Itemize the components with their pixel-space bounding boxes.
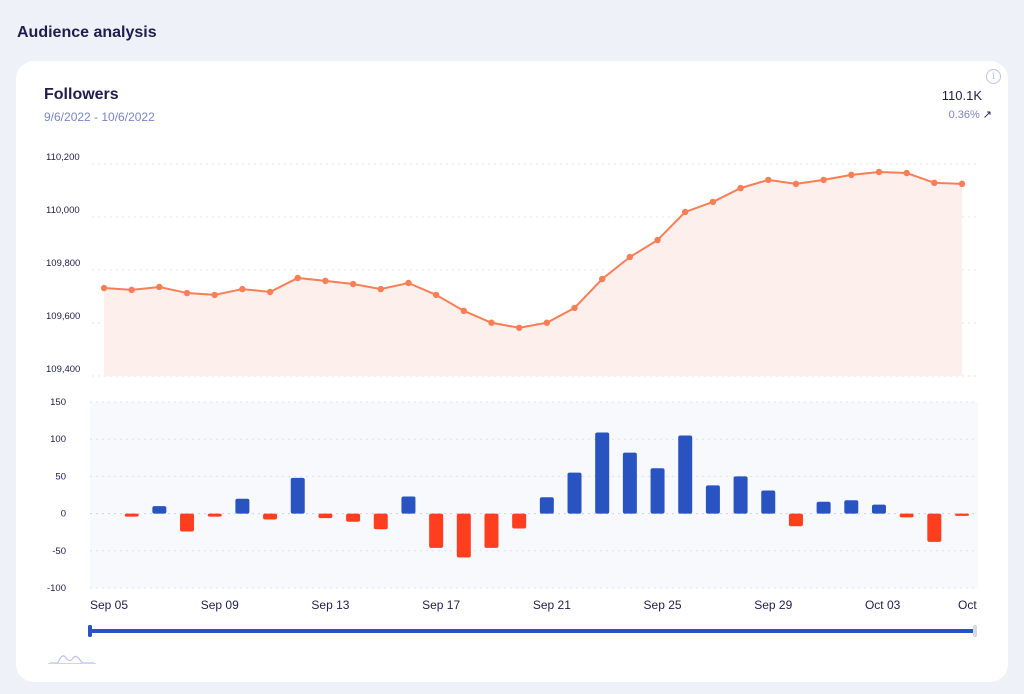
x-tick-label: Sep 09	[201, 598, 239, 612]
bar-positive[interactable]	[567, 472, 582, 514]
change-percent: 0.36%	[948, 109, 980, 121]
range-slider-left-handle[interactable]	[88, 625, 92, 637]
data-point[interactable]	[266, 288, 274, 296]
data-point[interactable]	[405, 279, 412, 287]
y-tick-label: 0	[61, 509, 66, 520]
bar-positive[interactable]	[235, 498, 250, 514]
data-point[interactable]	[488, 319, 495, 326]
bar-negative[interactable]	[124, 513, 139, 517]
data-point[interactable]	[460, 307, 468, 315]
bar-positive[interactable]	[678, 435, 693, 514]
bar-negative[interactable]	[373, 513, 388, 530]
bar-positive[interactable]	[871, 504, 886, 514]
x-tick-label: Sep 21	[533, 598, 571, 612]
data-point[interactable]	[598, 275, 606, 283]
info-icon[interactable]: i	[986, 69, 1001, 84]
data-point[interactable]	[848, 171, 855, 179]
x-tick-label: Sep 29	[754, 598, 792, 612]
data-point[interactable]	[294, 274, 301, 282]
bar-negative[interactable]	[456, 513, 471, 558]
data-point[interactable]	[737, 184, 744, 192]
section-title: Audience analysis	[17, 24, 157, 41]
bar-positive[interactable]	[622, 452, 637, 514]
data-point[interactable]	[183, 289, 191, 297]
data-point[interactable]	[958, 180, 966, 188]
range-slider-right-handle[interactable]	[973, 625, 977, 637]
data-point[interactable]	[239, 285, 246, 293]
y-tick-label: 150	[50, 397, 66, 408]
card-title: Followers	[44, 86, 119, 103]
bar-positive[interactable]	[816, 501, 831, 514]
x-tick-label: Sep 13	[311, 598, 349, 612]
bar-chart-background	[90, 402, 978, 588]
data-point[interactable]	[682, 208, 689, 216]
y-tick-label: 100	[50, 434, 66, 445]
y-tick-label: 109,400	[46, 364, 80, 375]
bar-positive[interactable]	[539, 497, 554, 514]
data-point[interactable]	[322, 277, 329, 285]
bar-negative[interactable]	[318, 513, 333, 519]
range-slider-track[interactable]	[90, 629, 976, 633]
bar-negative[interactable]	[180, 513, 195, 532]
y-tick-label: 109,800	[46, 258, 80, 269]
bar-positive[interactable]	[152, 506, 167, 514]
data-point[interactable]	[100, 284, 108, 292]
data-point[interactable]	[377, 285, 384, 293]
data-point[interactable]	[820, 176, 827, 184]
trend-up-icon: ↗	[982, 109, 992, 121]
bar-positive[interactable]	[761, 490, 776, 514]
bar-negative[interactable]	[512, 513, 527, 529]
bar-negative[interactable]	[955, 513, 969, 516]
data-point[interactable]	[709, 198, 717, 206]
y-tick-label: -100	[47, 583, 66, 594]
bar-negative[interactable]	[346, 513, 361, 522]
data-point[interactable]	[792, 180, 800, 188]
bar-negative[interactable]	[429, 513, 444, 548]
bar-negative[interactable]	[899, 513, 914, 518]
followers-line	[103, 170, 963, 329]
bar-negative[interactable]	[927, 513, 942, 542]
data-point[interactable]	[128, 286, 135, 294]
followers-area	[104, 171, 962, 376]
y-tick-label: 50	[55, 471, 66, 482]
data-point[interactable]	[211, 291, 218, 299]
data-point[interactable]	[903, 169, 910, 177]
bar-positive[interactable]	[733, 476, 748, 514]
bar-positive[interactable]	[705, 485, 720, 514]
data-point[interactable]	[349, 280, 357, 288]
date-range: 9/6/2022 - 10/6/2022	[44, 110, 155, 124]
data-point[interactable]	[626, 253, 634, 261]
x-tick-label: Oct 03	[865, 598, 901, 612]
data-point[interactable]	[931, 179, 938, 187]
data-point[interactable]	[543, 319, 551, 326]
y-tick-label: 109,600	[46, 311, 80, 322]
data-point[interactable]	[156, 283, 163, 291]
bar-negative[interactable]	[207, 513, 222, 517]
y-tick-label: 110,000	[46, 205, 80, 216]
bar-positive[interactable]	[401, 496, 416, 514]
bar-positive[interactable]	[290, 477, 305, 514]
data-point[interactable]	[432, 291, 440, 299]
bar-negative[interactable]	[788, 513, 803, 527]
bar-positive[interactable]	[595, 432, 610, 514]
data-point[interactable]	[515, 324, 523, 331]
x-tick-label: Oct	[958, 598, 977, 612]
mini-chart-icon	[50, 655, 94, 664]
bar-positive[interactable]	[650, 468, 665, 514]
data-point[interactable]	[571, 304, 578, 312]
y-tick-label: -50	[52, 546, 66, 557]
data-point[interactable]	[654, 236, 661, 244]
follower-total: 110.1K	[941, 88, 982, 103]
bar-positive[interactable]	[844, 500, 859, 514]
data-point[interactable]	[765, 176, 772, 184]
bar-negative[interactable]	[263, 513, 278, 520]
follower-change: 0.36% ↗	[949, 108, 992, 121]
x-tick-label: Sep 25	[644, 598, 682, 612]
bar-negative[interactable]	[484, 513, 499, 548]
x-tick-label: Sep 05	[90, 598, 128, 612]
x-tick-label: Sep 17	[422, 598, 460, 612]
data-point[interactable]	[875, 168, 883, 176]
y-tick-label: 110,200	[46, 152, 80, 163]
